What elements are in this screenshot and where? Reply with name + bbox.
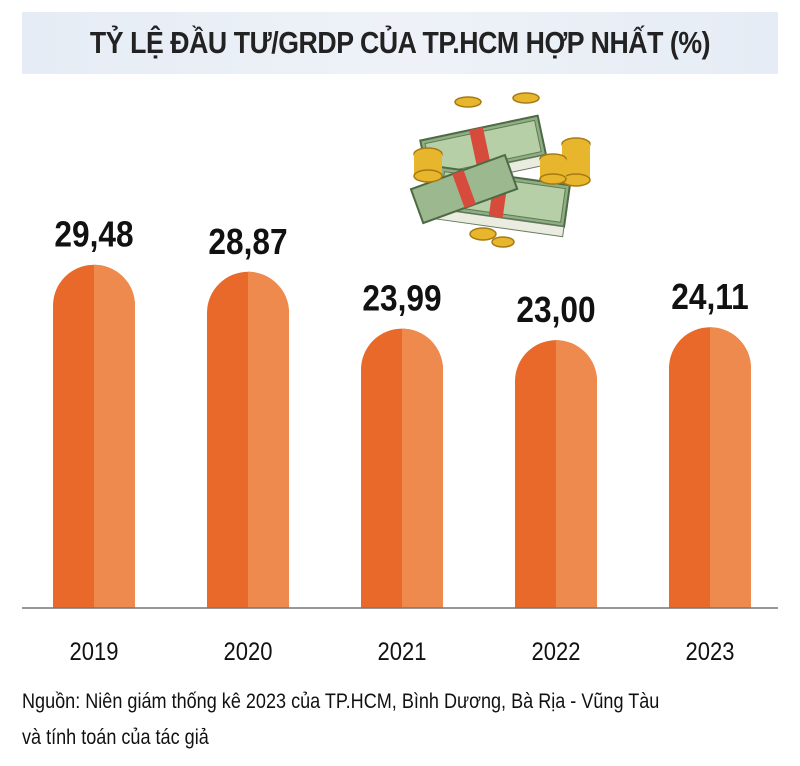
- source-line-1: Nguồn: Niên giám thống kê 2023 của TP.HC…: [22, 690, 660, 713]
- bar-highlight-2019: [94, 264, 135, 608]
- money-stack-and-coins-icon: [409, 92, 591, 248]
- chart-title: TỶ LỆ ĐẦU TƯ/GRDP CỦA TP.HCM HỢP NHẤT (%…: [89, 25, 711, 60]
- value-label-2023: 24,11: [671, 277, 749, 317]
- x-tick-label-2022: 2022: [532, 638, 581, 666]
- x-tick-label-2019: 2019: [70, 638, 119, 666]
- source-note: Nguồn: Niên giám thống kê 2023 của TP.HC…: [22, 684, 684, 756]
- source-line-2: và tính toán của tác giả: [22, 726, 209, 749]
- bar-2023: [669, 327, 751, 608]
- value-label-2022: 23,00: [516, 290, 595, 330]
- value-label-2019: 29,48: [54, 215, 133, 255]
- title-bar: TỶ LỆ ĐẦU TƯ/GRDP CỦA TP.HCM HỢP NHẤT (%…: [22, 12, 778, 74]
- value-label-2020: 28,87: [208, 222, 287, 262]
- bar-2021: [361, 328, 443, 608]
- bar-highlight-2022: [556, 340, 597, 608]
- x-tick-label-2021: 2021: [378, 638, 427, 666]
- value-label-2021: 23,99: [362, 279, 441, 319]
- bar-highlight-2021: [402, 328, 443, 608]
- bar-highlight-2020: [248, 271, 289, 608]
- bar-chart: 29,48 28,87 23,99 23,00 24,11 2019 2020 2021 20…: [22, 215, 778, 666]
- bar-2020: [207, 271, 289, 608]
- bar-highlight-2023: [710, 327, 751, 608]
- x-tick-label-2023: 2023: [686, 638, 735, 666]
- x-tick-label-2020: 2020: [224, 638, 273, 666]
- bar-2022: [515, 340, 597, 608]
- bar-2019: [53, 264, 135, 608]
